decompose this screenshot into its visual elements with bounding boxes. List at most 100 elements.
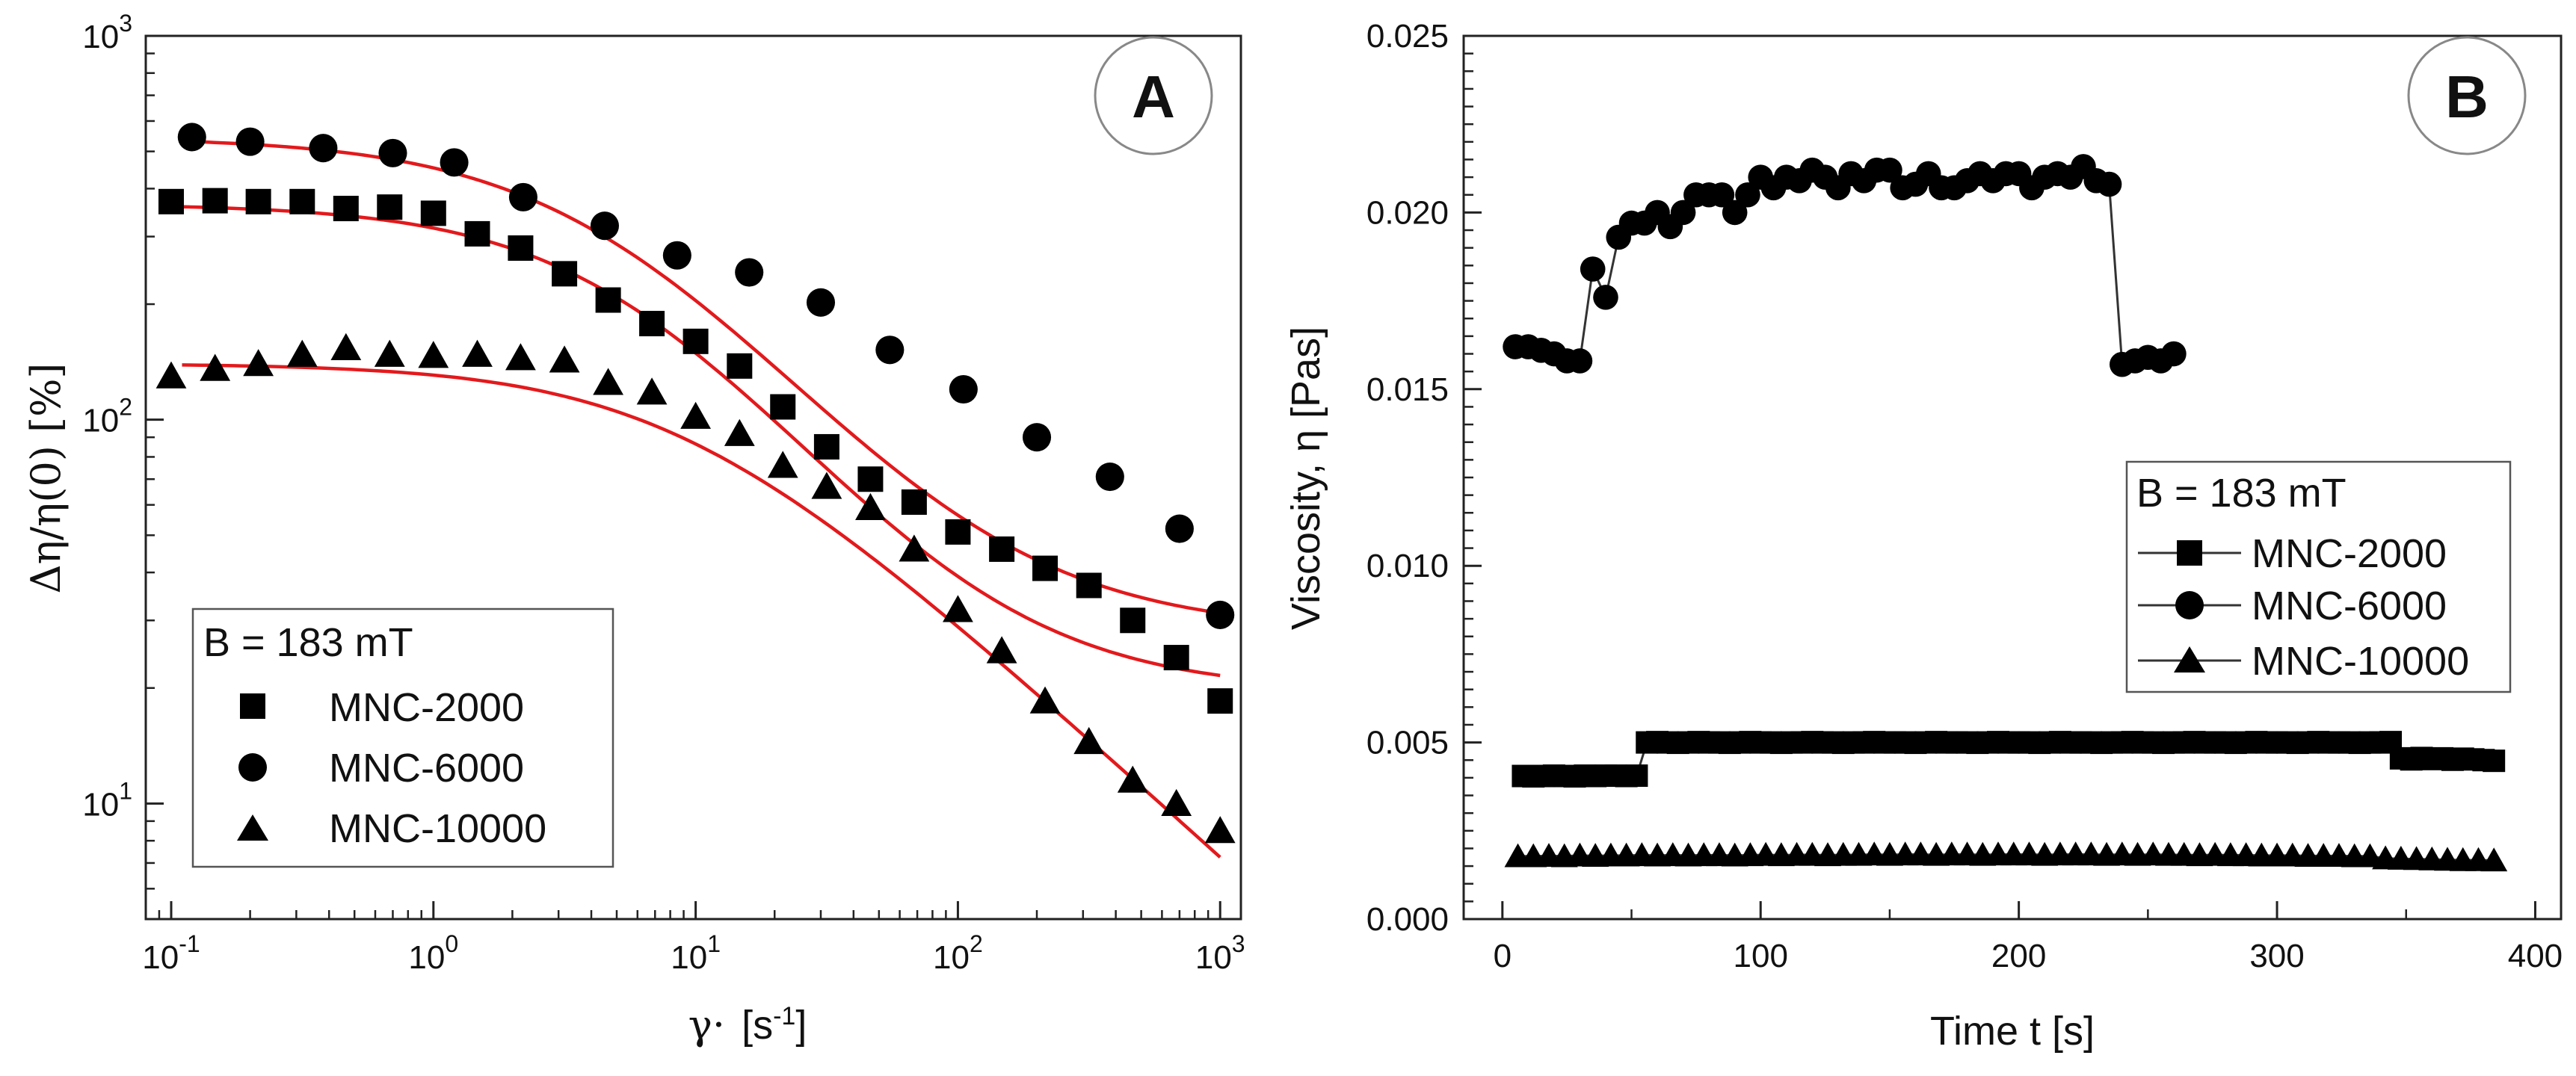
panel-b-point-mnc-6000 — [1670, 200, 1696, 226]
panel-a-chart: 10-1 100 101 102 103 101 102 103 Δη/η(0) [%] γ·… — [22, 10, 1245, 1048]
panel-a-point-mnc-10000 — [1029, 686, 1061, 714]
panel-a-point-mnc-6000 — [235, 127, 265, 156]
panel-a-point-mnc-10000 — [1073, 726, 1105, 755]
panel-a-point-mnc-2000 — [727, 353, 753, 379]
panel-b-point-mnc-6000 — [1709, 182, 1735, 208]
panel-a-point-mnc-10000 — [200, 353, 231, 381]
panel-b-point-mnc-6000 — [1722, 200, 1748, 226]
panel-a-point-mnc-10000 — [855, 492, 886, 521]
panel-a-point-mnc-6000 — [735, 258, 764, 287]
panel-a-point-mnc-10000 — [1117, 765, 1148, 793]
panel-a-point-mnc-2000 — [901, 489, 927, 515]
panel-a-plot-frame — [144, 34, 1242, 921]
panel-b-line-mnc-10000 — [1517, 853, 2495, 862]
panel-a-point-mnc-10000 — [462, 339, 493, 367]
panel-a-x-axis-title: γ· [s-1] — [688, 1001, 807, 1048]
panel-a-point-mnc-2000 — [770, 394, 796, 420]
panel-a-legend-marker-mnc-2000 — [240, 693, 265, 719]
panel-a-point-mnc-10000 — [418, 341, 449, 368]
panel-a-point-mnc-6000 — [1206, 600, 1235, 630]
panel-b-data-points — [1503, 154, 2508, 872]
panel-a-point-mnc-6000 — [875, 336, 905, 365]
panel-b-legend: B = 183 mT MNC-2000 MNC-6000 MNC-10000 — [2125, 460, 2512, 693]
panel-b-point-mnc-6000 — [1580, 256, 1606, 282]
panel-b-y-tick-label: 0.015 — [1366, 371, 1449, 408]
panel-b-legend-marker-mnc-10000 — [2174, 646, 2205, 672]
panel-a-point-mnc-10000 — [767, 451, 798, 478]
panel-a-y-tick-label: 103 — [82, 10, 132, 55]
panel-b-badge: B — [2407, 36, 2527, 155]
panel-a-legend-label-mnc-10000: MNC-10000 — [329, 806, 546, 851]
panel-a-point-mnc-10000 — [593, 368, 624, 395]
panel-a-point-mnc-10000 — [286, 339, 318, 367]
panel-b-legend-label-mnc-10000: MNC-10000 — [2252, 639, 2469, 684]
panel-a-legend-box — [191, 607, 614, 868]
panel-a-data-points — [155, 123, 1236, 844]
panel-a-x-tick-label: 103 — [1195, 930, 1245, 976]
panel-b-y-axis-title: Viscosity, η [Pas] — [1284, 327, 1328, 630]
panel-b-x-axis-title: Time t [s] — [1930, 1009, 2095, 1054]
panel-a-point-mnc-10000 — [811, 471, 842, 499]
panel-b-y-tick-label: 0.010 — [1366, 548, 1449, 584]
panel-b-y-tick-label: 0.025 — [1366, 18, 1449, 55]
panel-a-point-mnc-6000 — [949, 374, 978, 404]
panel-a-point-mnc-2000 — [1076, 572, 1102, 599]
panel-a-y-tick-label: 101 — [82, 777, 132, 823]
panel-a-point-mnc-2000 — [945, 519, 971, 545]
panel-b-legend-label-mnc-2000: MNC-2000 — [2252, 531, 2447, 576]
panel-a-point-mnc-6000 — [1165, 514, 1194, 543]
panel-b-badge-circle — [2407, 36, 2527, 155]
panel-a-point-mnc-2000 — [377, 194, 403, 220]
panel-b-point-mnc-6000 — [1567, 348, 1593, 374]
panel-a-point-mnc-10000 — [724, 418, 755, 446]
panel-b-ticks: 0 100 200 300 400 0.000 0.005 0.010 0.015 0.020 0.… — [1366, 18, 2563, 974]
panel-a-point-mnc-6000 — [508, 182, 537, 211]
panel-a-point-mnc-2000 — [289, 188, 315, 214]
panel-b-point-mnc-2000 — [1625, 764, 1648, 788]
panel-a-point-mnc-2000 — [857, 466, 884, 492]
panel-b-point-mnc-6000 — [1735, 182, 1760, 208]
panel-b-y-tick-label: 0.020 — [1366, 194, 1449, 231]
panel-a-point-mnc-2000 — [202, 188, 228, 214]
panel-a-point-mnc-6000 — [662, 241, 691, 270]
panel-a-badge-label: A — [1132, 64, 1175, 130]
panel-b-x-tick-label: 400 — [2508, 938, 2563, 974]
panel-b-x-tick-label: 300 — [2249, 938, 2304, 974]
panel-b-x-tick-label: 200 — [1991, 938, 2046, 974]
panel-a-point-mnc-10000 — [505, 343, 536, 371]
panel-b-point-mnc-2000 — [2483, 749, 2506, 773]
panel-a-point-mnc-2000 — [989, 536, 1015, 562]
panel-b-chart: 0 100 200 300 400 0.000 0.005 0.010 0.015 0.020 0.… — [1284, 18, 2563, 1054]
panel-a-y-axis-title: Δη/η(0) [%] — [22, 363, 70, 594]
panel-b-legend-marker-mnc-6000 — [2175, 591, 2204, 619]
panel-a-point-mnc-2000 — [682, 328, 709, 354]
panel-a-point-mnc-10000 — [986, 636, 1017, 664]
panel-b-legend-marker-mnc-2000 — [2177, 540, 2202, 566]
panel-a-point-mnc-2000 — [245, 188, 271, 214]
panel-a-point-mnc-2000 — [508, 235, 534, 261]
panel-b-point-mnc-6000 — [1877, 157, 1902, 183]
panel-a-point-mnc-6000 — [806, 288, 836, 317]
panel-a-legend: B = 183 mT MNC-2000 MNC-6000 MNC-10000 — [191, 607, 614, 868]
panel-a-point-mnc-2000 — [1032, 555, 1059, 581]
panel-b-legend-label-mnc-6000: MNC-6000 — [2252, 584, 2447, 628]
panel-a-y-tick-label: 102 — [82, 394, 132, 439]
panel-a-x-tick-label: 100 — [408, 930, 458, 976]
panel-a-legend-label-mnc-6000: MNC-6000 — [329, 746, 524, 791]
panel-a-point-mnc-6000 — [590, 211, 619, 241]
panel-a-point-mnc-10000 — [1161, 788, 1192, 816]
panel-b-point-mnc-10000 — [2480, 847, 2508, 872]
panel-a-point-mnc-6000 — [378, 138, 407, 167]
panel-b-point-mnc-6000 — [1593, 285, 1618, 310]
panel-a-point-mnc-10000 — [549, 345, 580, 373]
panel-a-point-mnc-10000 — [155, 361, 187, 389]
panel-a-point-mnc-2000 — [1120, 607, 1146, 634]
panel-a-x-tick-label: 101 — [671, 930, 721, 976]
panel-a-point-mnc-2000 — [552, 261, 578, 287]
panel-a-point-mnc-6000 — [177, 123, 206, 152]
panel-b-legend-title: B = 183 mT — [2136, 471, 2347, 516]
panel-b-point-mnc-6000 — [2161, 341, 2187, 367]
panel-a-x-tick-label: 10-1 — [142, 930, 200, 976]
panel-a-point-mnc-6000 — [309, 134, 338, 163]
panel-a-point-mnc-10000 — [374, 339, 405, 367]
